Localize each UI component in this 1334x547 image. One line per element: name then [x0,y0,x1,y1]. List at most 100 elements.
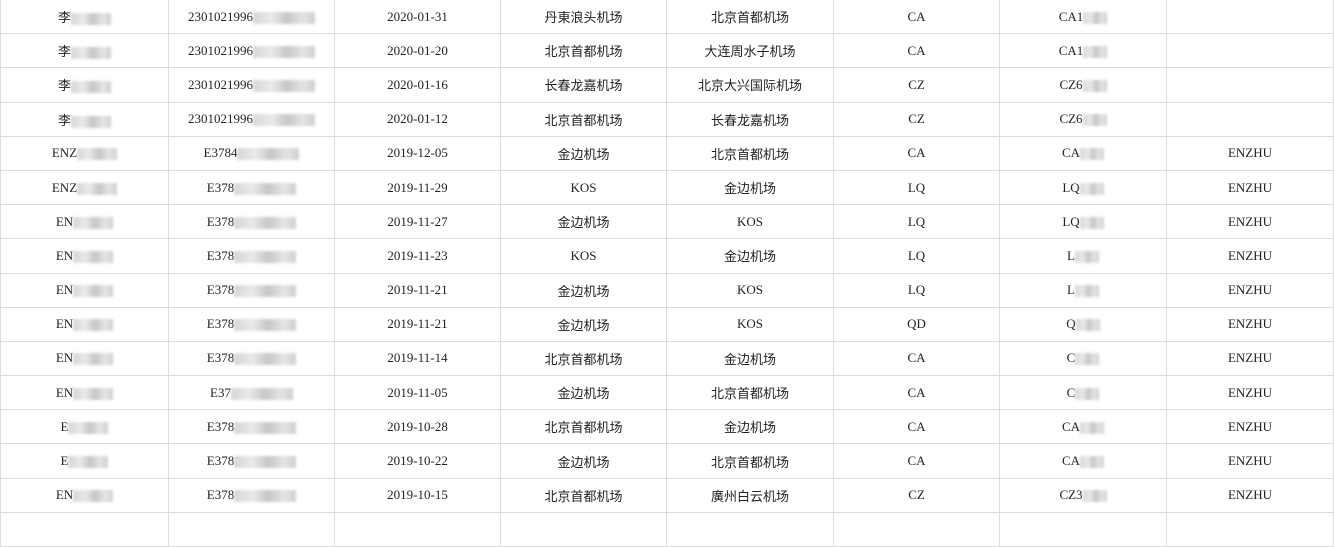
id-number-cell[interactable]: E3784 [168,135,335,171]
flight-number-cell[interactable]: CA [999,409,1167,445]
departure-cell[interactable]: 金边机场 [500,135,667,171]
arrival-cell[interactable]: 长春龙嘉机场 [666,101,834,137]
date-cell[interactable]: 2019-11-23 [334,238,501,274]
date-cell[interactable]: 2019-11-29 [334,169,501,206]
departure-cell[interactable] [500,511,667,547]
airline-cell[interactable]: CA [833,135,1000,171]
passenger-en-cell[interactable]: ENZHU [1166,169,1334,206]
arrival-cell[interactable]: 金边机场 [666,238,834,274]
flight-number-cell[interactable]: CZ6 [999,101,1167,137]
airline-cell[interactable]: CA [833,340,1000,377]
name-cell[interactable]: EN [0,204,169,240]
name-cell[interactable]: 李 [0,67,169,103]
id-number-cell[interactable] [168,511,335,547]
name-cell[interactable] [0,511,169,547]
name-cell[interactable]: EN [0,306,169,342]
departure-cell[interactable]: 金边机场 [500,375,667,411]
arrival-cell[interactable]: 北京首都机场 [666,375,834,411]
airline-cell[interactable]: CA [833,33,1000,69]
flight-number-cell[interactable]: C [999,340,1167,377]
name-cell[interactable]: E [0,443,169,479]
arrival-cell[interactable]: 北京首都机场 [666,443,834,479]
passenger-en-cell[interactable] [1166,101,1334,137]
arrival-cell[interactable]: 金边机场 [666,340,834,377]
id-number-cell[interactable]: E378 [168,169,335,206]
passenger-en-cell[interactable]: ENZHU [1166,306,1334,342]
flight-number-cell[interactable]: Q [999,306,1167,342]
id-number-cell[interactable]: E378 [168,409,335,445]
date-cell[interactable]: 2020-01-12 [334,101,501,137]
id-number-cell[interactable]: E378 [168,272,335,308]
date-cell[interactable] [334,511,501,547]
name-cell[interactable]: 李 [0,0,169,35]
passenger-en-cell[interactable]: ENZHU [1166,204,1334,240]
flight-number-cell[interactable]: LQ [999,169,1167,206]
name-cell[interactable]: ENZ [0,135,169,171]
name-cell[interactable]: EN [0,375,169,411]
departure-cell[interactable]: KOS [500,169,667,206]
departure-cell[interactable]: 金边机场 [500,306,667,342]
name-cell[interactable]: 李 [0,101,169,137]
id-number-cell[interactable]: 2301021996 [168,0,335,35]
id-number-cell[interactable]: E378 [168,477,335,513]
passenger-en-cell[interactable]: ENZHU [1166,238,1334,274]
departure-cell[interactable]: KOS [500,238,667,274]
passenger-en-cell[interactable] [1166,511,1334,547]
airline-cell[interactable] [833,511,1000,547]
arrival-cell[interactable]: 金边机场 [666,409,834,445]
airline-cell[interactable]: CA [833,443,1000,479]
departure-cell[interactable]: 北京首都机场 [500,101,667,137]
airline-cell[interactable]: LQ [833,272,1000,308]
departure-cell[interactable]: 金边机场 [500,204,667,240]
passenger-en-cell[interactable]: ENZHU [1166,375,1334,411]
date-cell[interactable]: 2020-01-31 [334,0,501,35]
flight-number-cell[interactable]: L [999,238,1167,274]
airline-cell[interactable]: CA [833,0,1000,35]
name-cell[interactable]: ENZ [0,169,169,206]
name-cell[interactable]: EN [0,340,169,377]
id-number-cell[interactable]: 2301021996 [168,101,335,137]
arrival-cell[interactable]: KOS [666,272,834,308]
airline-cell[interactable]: LQ [833,169,1000,206]
passenger-en-cell[interactable] [1166,0,1334,35]
flight-number-cell[interactable]: CA [999,135,1167,171]
date-cell[interactable]: 2019-10-15 [334,477,501,513]
departure-cell[interactable]: 北京首都机场 [500,409,667,445]
flight-number-cell[interactable]: CZ3 [999,477,1167,513]
departure-cell[interactable]: 北京首都机场 [500,477,667,513]
flight-number-cell[interactable]: CA1 [999,0,1167,35]
airline-cell[interactable]: QD [833,306,1000,342]
id-number-cell[interactable]: E378 [168,340,335,377]
arrival-cell[interactable]: 北京大兴国际机场 [666,67,834,103]
date-cell[interactable]: 2019-10-28 [334,409,501,445]
flight-number-cell[interactable]: C [999,375,1167,411]
id-number-cell[interactable]: 2301021996 [168,33,335,69]
date-cell[interactable]: 2019-11-27 [334,204,501,240]
airline-cell[interactable]: CZ [833,101,1000,137]
id-number-cell[interactable]: E378 [168,306,335,342]
passenger-en-cell[interactable]: ENZHU [1166,340,1334,377]
arrival-cell[interactable]: KOS [666,306,834,342]
airline-cell[interactable]: CZ [833,477,1000,513]
name-cell[interactable]: EN [0,272,169,308]
passenger-en-cell[interactable]: ENZHU [1166,272,1334,308]
flight-number-cell[interactable]: LQ [999,204,1167,240]
id-number-cell[interactable]: E378 [168,238,335,274]
departure-cell[interactable]: 金边机场 [500,443,667,479]
passenger-en-cell[interactable] [1166,67,1334,103]
name-cell[interactable]: E [0,409,169,445]
arrival-cell[interactable] [666,511,834,547]
airline-cell[interactable]: CZ [833,67,1000,103]
passenger-en-cell[interactable]: ENZHU [1166,409,1334,445]
passenger-en-cell[interactable]: ENZHU [1166,135,1334,171]
arrival-cell[interactable]: 金边机场 [666,169,834,206]
departure-cell[interactable]: 金边机场 [500,272,667,308]
id-number-cell[interactable]: E378 [168,204,335,240]
id-number-cell[interactable]: 2301021996 [168,67,335,103]
departure-cell[interactable]: 长春龙嘉机场 [500,67,667,103]
id-number-cell[interactable]: E378 [168,443,335,479]
arrival-cell[interactable]: 大连周水子机场 [666,33,834,69]
arrival-cell[interactable]: 北京首都机场 [666,0,834,35]
date-cell[interactable]: 2019-11-21 [334,272,501,308]
date-cell[interactable]: 2020-01-16 [334,67,501,103]
